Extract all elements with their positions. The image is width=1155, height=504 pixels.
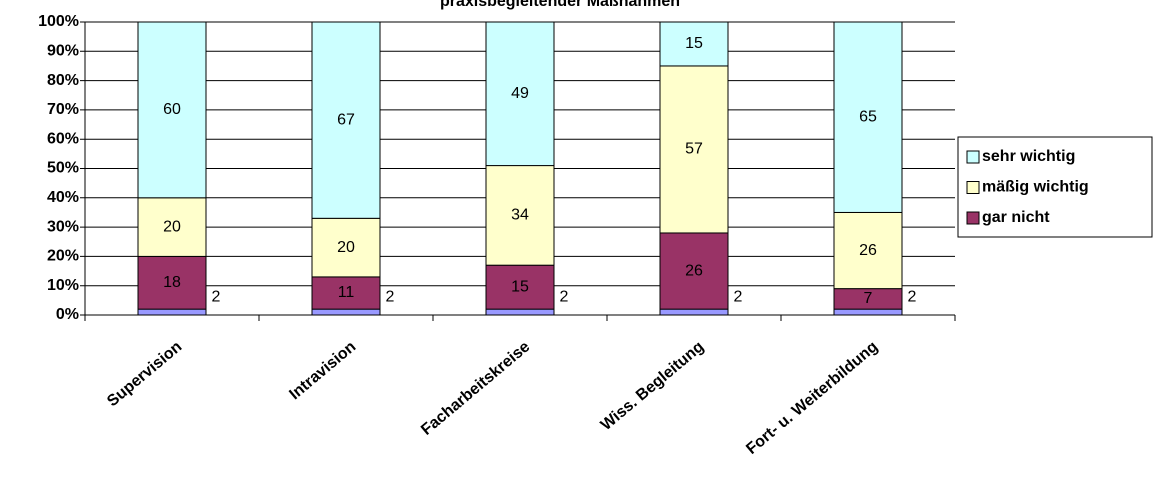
- bar-segment: [311, 217, 381, 278]
- bar-segment: [485, 21, 555, 167]
- y-tick-label: 100%: [38, 13, 79, 30]
- bar-segment: [659, 232, 729, 310]
- bar-segment: [485, 264, 555, 310]
- bar-segment: [137, 308, 207, 316]
- bar-segment: [485, 308, 555, 316]
- bar-segment: [311, 276, 381, 310]
- bar-segment: [659, 21, 729, 67]
- data-label: 26: [859, 242, 877, 259]
- y-tick-label: 10%: [47, 277, 79, 294]
- data-label: 20: [337, 239, 355, 256]
- data-label: 2: [386, 288, 395, 305]
- x-tick-label: Fort- u. Weiterbildung: [743, 338, 881, 458]
- data-label: 11: [338, 284, 355, 301]
- data-label: 7: [864, 290, 873, 307]
- data-label: 15: [685, 35, 703, 52]
- data-label: 34: [511, 207, 529, 224]
- data-label: 20: [163, 218, 181, 235]
- x-tick-label: Intravision: [286, 338, 359, 403]
- y-tick-label: 80%: [47, 72, 79, 89]
- data-label: 67: [337, 111, 355, 128]
- data-label: 49: [511, 85, 529, 102]
- bar-segment: [659, 65, 729, 234]
- y-tick-label: 70%: [47, 101, 79, 118]
- data-label: 2: [734, 288, 743, 305]
- data-label: 26: [685, 262, 703, 279]
- legend-swatch: [966, 211, 980, 225]
- data-label: 15: [511, 278, 529, 295]
- y-tick-label: 20%: [47, 248, 79, 265]
- legend-label: mäßig wichtig: [982, 179, 1089, 196]
- bar-segment: [311, 308, 381, 316]
- bar-segment: [833, 308, 903, 316]
- legend-swatch: [966, 181, 980, 194]
- legend-label: gar nicht: [982, 209, 1050, 226]
- legend-box: [957, 136, 1153, 238]
- legend-swatch: [966, 150, 980, 164]
- x-tick-label: Wiss. Begleitung: [598, 338, 708, 434]
- data-label: 2: [908, 288, 917, 305]
- legend-label: sehr wichtig: [982, 148, 1075, 165]
- y-tick-label: 60%: [47, 130, 79, 147]
- data-label: 65: [859, 108, 877, 125]
- x-tick-label: Supervision: [104, 338, 185, 410]
- bar-segment: [137, 21, 207, 199]
- y-tick-label: 90%: [47, 43, 79, 60]
- x-tick-label: Facharbeitskreise: [418, 338, 533, 439]
- y-tick-label: 0%: [56, 306, 79, 323]
- y-tick-label: 30%: [47, 218, 79, 235]
- bar-segment: [659, 308, 729, 316]
- bar-segment: [311, 21, 381, 219]
- data-label: 2: [560, 288, 569, 305]
- data-label: 60: [163, 101, 181, 118]
- bar-segment: [833, 21, 903, 213]
- data-label: 2: [212, 288, 221, 305]
- data-label: 57: [685, 141, 703, 158]
- y-tick-label: 40%: [47, 189, 79, 206]
- data-label: 18: [163, 274, 181, 291]
- chart-title: praxisbegleitender Maßnahmen: [440, 0, 680, 10]
- bar-segment: [485, 165, 555, 266]
- y-tick-label: 50%: [47, 160, 79, 177]
